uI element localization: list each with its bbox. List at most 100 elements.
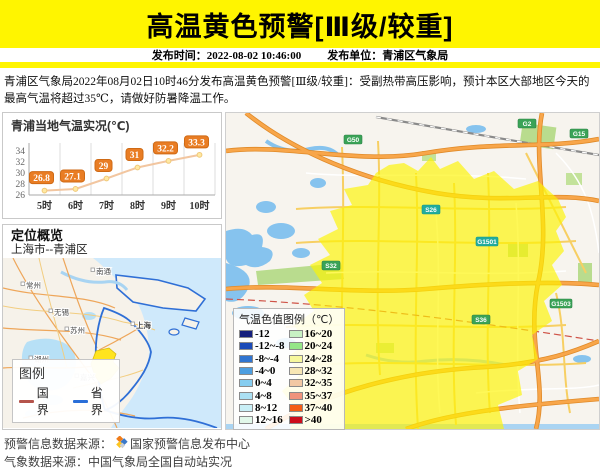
chongming-island xyxy=(115,274,207,312)
svg-text:6时: 6时 xyxy=(68,199,83,212)
svg-text:31: 31 xyxy=(130,151,140,161)
svg-text:28: 28 xyxy=(16,180,26,190)
temp-color-swatch xyxy=(239,330,253,339)
warning-title: 高温黄色预警[Ⅲ级/较重] xyxy=(146,11,454,42)
temp-color-swatch xyxy=(239,379,253,388)
temp-color-swatch xyxy=(288,379,303,388)
temp-range-label: 28~32 xyxy=(304,365,333,378)
temp-color-swatch xyxy=(288,342,303,351)
temp-color-swatch xyxy=(239,391,253,400)
svg-text:9时: 9时 xyxy=(161,199,176,212)
temp-color-swatch xyxy=(288,354,303,363)
temp-legend-row: 24~28 xyxy=(288,352,333,365)
locator-title: 定位概览 xyxy=(11,228,64,243)
publish-time: 发布时间：2022-08-02 10:46:00 xyxy=(151,50,302,62)
temp-range-label: 20~24 xyxy=(304,340,333,353)
temp-color-swatch xyxy=(239,367,253,376)
temperature-legend-title: 气温色值图例（℃） xyxy=(239,314,340,326)
weather-map[interactable]: G50 G2 G15 S26 G1501 S32 G1503 S36 气温色值图… xyxy=(225,111,600,432)
svg-text:8时: 8时 xyxy=(130,199,145,212)
locator-subtitle: 上海市--青浦区 xyxy=(11,244,88,256)
national-border-line-icon xyxy=(19,399,34,403)
national-warning-center-logo-icon xyxy=(116,436,128,449)
temp-legend-row: 28~32 xyxy=(288,365,333,378)
svg-text:34: 34 xyxy=(16,147,26,157)
warning-banner: 高温黄色预警[Ⅲ级/较重] xyxy=(0,0,600,48)
svg-text:26: 26 xyxy=(16,191,26,201)
svg-text:5时: 5时 xyxy=(37,199,52,212)
temp-range-label: 32~35 xyxy=(304,377,333,390)
road-badge: S32 xyxy=(325,263,337,270)
temp-range-label: 8~12 xyxy=(255,401,278,414)
temp-range-label: 37~40 xyxy=(304,401,333,414)
temp-legend-row: 8~12 xyxy=(239,402,285,414)
temp-color-swatch xyxy=(288,367,303,376)
warning-description: 青浦区气象局2022年08月02日10时46分发布高温黄色预警[Ⅲ级/较重]：受… xyxy=(4,76,590,105)
svg-text:29: 29 xyxy=(99,162,109,172)
temp-legend-row: 20~24 xyxy=(288,340,333,353)
temp-legend-row: 37~40 xyxy=(288,401,333,414)
road-badge: S36 xyxy=(475,317,487,324)
temp-legend-row: >40 xyxy=(288,414,333,427)
locator-header: 定位概览 上海市--青浦区 xyxy=(3,225,221,258)
locator-panel: 定位概览 上海市--青浦区 xyxy=(2,224,222,430)
chart-title: 青浦当地气温实况(℃) xyxy=(11,119,130,133)
svg-text:33.3: 33.3 xyxy=(188,138,205,148)
road-badge: S26 xyxy=(425,207,437,214)
street-map[interactable]: G50 G2 G15 S26 G1501 S32 G1503 S36 xyxy=(225,111,600,432)
temperature-overlay xyxy=(282,157,566,429)
temp-color-swatch xyxy=(288,416,303,425)
road-badge: G1501 xyxy=(477,239,497,246)
temperature-legend-col1: -12 -12~-8 -8~-4 -4~0 0~4 4~8 8~12 12~16 xyxy=(239,328,285,426)
weather-source-line: 气象数据来源： 中国气象局全国自动站实况 xyxy=(4,454,233,469)
temperature-chart-panel: 青浦当地气温实况(℃) 26 28 30 32 34 5时 6时 7时 8时 9时 10时 26.8 2… xyxy=(2,112,222,219)
yellow-divider xyxy=(0,62,600,68)
publish-unit: 发布单位：青浦区气象局 xyxy=(327,50,449,62)
temp-range-label: 24~28 xyxy=(304,352,333,365)
road-badge: G15 xyxy=(573,131,586,138)
svg-text:26.8: 26.8 xyxy=(33,174,50,184)
temp-legend-row: -12~-8 xyxy=(239,340,285,352)
legend-item-national-border: 国界 xyxy=(19,384,59,418)
temp-legend-row: 35~37 xyxy=(288,389,333,402)
temp-range-label: -12~-8 xyxy=(255,340,285,353)
temp-range-label: >40 xyxy=(304,414,322,427)
temp-legend-row: 0~4 xyxy=(239,377,285,389)
temp-legend-row: -4~0 xyxy=(239,365,285,377)
temp-range-label: 0~4 xyxy=(255,377,272,390)
svg-text:32: 32 xyxy=(16,158,26,168)
temp-range-label: 12~16 xyxy=(255,414,283,427)
temp-legend-row: -8~-4 xyxy=(239,353,285,365)
temp-color-swatch xyxy=(239,416,253,425)
city-label-wuxi: 无锡 xyxy=(54,308,69,317)
warning-source-line: 预警信息数据来源： 国家预警信息发布中心 xyxy=(4,436,251,451)
svg-text:32.2: 32.2 xyxy=(157,144,174,154)
temperature-legend-col2: 16~20 20~24 24~28 28~32 32~35 35~37 37~40 >40 xyxy=(288,328,333,427)
svg-text:27.1: 27.1 xyxy=(64,172,81,182)
temp-range-label: 35~37 xyxy=(304,389,333,402)
publish-info-bar: 发布时间：2022-08-02 10:46:00 发布单位：青浦区气象局 xyxy=(0,48,600,62)
temp-legend-row: 16~20 xyxy=(288,328,333,341)
temp-legend-row: 4~8 xyxy=(239,389,285,402)
temp-range-label: -12 xyxy=(255,328,270,341)
temperature-legend: 气温色值图例（℃） -12 -12~-8 -8~-4 -4~0 0~4 4~8 8~12 12… xyxy=(233,308,345,431)
temp-range-label: 16~20 xyxy=(304,328,333,341)
svg-text:10时: 10时 xyxy=(190,199,210,212)
temp-range-label: 4~8 xyxy=(255,389,272,402)
city-label-changzhou: 常州 xyxy=(26,281,41,290)
city-label-shanghai: 上海 xyxy=(136,320,151,330)
temp-color-swatch xyxy=(239,342,253,351)
temp-color-swatch xyxy=(288,330,303,339)
road-badge: G1503 xyxy=(551,301,571,308)
temp-legend-row: 12~16 xyxy=(239,414,285,426)
road-badge: G50 xyxy=(347,137,360,144)
city-label-nantong: 南通 xyxy=(96,266,111,276)
city-label-suzhou: 苏州 xyxy=(70,325,85,335)
temp-color-swatch xyxy=(288,403,303,412)
province-border-line-icon xyxy=(73,399,88,403)
road-badge: G2 xyxy=(523,121,532,128)
temp-color-swatch xyxy=(288,391,303,400)
data-source-footer: 预警信息数据来源： 国家预警信息发布中心 气象数据来源： 中国气象局全国自动站实… xyxy=(4,434,600,470)
